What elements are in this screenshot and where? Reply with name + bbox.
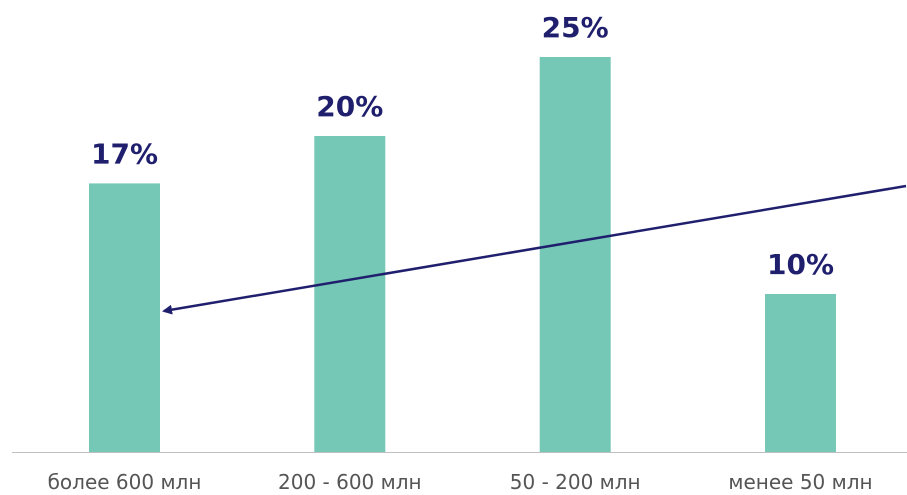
bar-4 bbox=[765, 294, 836, 452]
category-label-2: 200 - 600 млн bbox=[278, 470, 422, 494]
bar-value-label-4: 10% bbox=[767, 248, 834, 281]
trend-arrow bbox=[162, 184, 907, 315]
bar-2 bbox=[314, 136, 386, 452]
bar-value-label-1: 17% bbox=[91, 137, 158, 170]
bars-layer bbox=[89, 57, 836, 452]
bar-value-label-2: 20% bbox=[316, 90, 383, 123]
bar-1 bbox=[89, 183, 160, 452]
bar-3 bbox=[539, 57, 611, 452]
category-label-1: более 600 млн bbox=[48, 470, 202, 494]
category-label-3: 50 - 200 млн bbox=[510, 470, 641, 494]
bar-value-label-3: 25% bbox=[542, 11, 609, 44]
category-label-4: менее 50 млн bbox=[728, 470, 872, 494]
labels-layer: 17% более 600 млн 20% 200 - 600 млн 25% 50 - … bbox=[48, 11, 873, 494]
